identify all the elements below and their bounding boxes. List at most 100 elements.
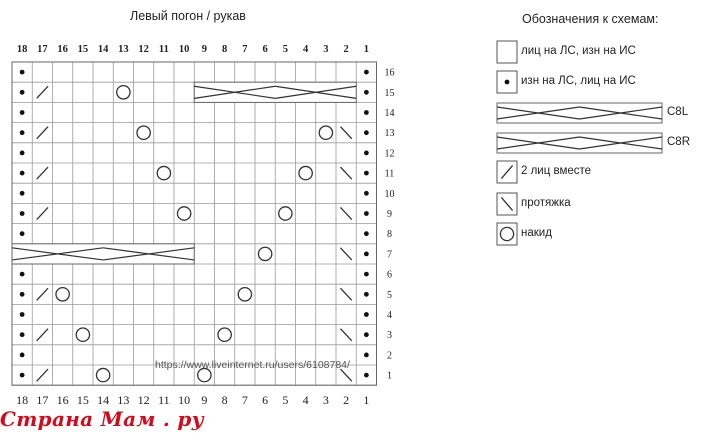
ssk-symbol — [339, 206, 353, 221]
cable-strand — [194, 85, 276, 99]
k2tog-symbol — [500, 164, 514, 180]
yarn-over-symbol — [257, 246, 273, 262]
yarn-over-symbol — [237, 286, 253, 302]
column-number-bottom: 17 — [36, 393, 48, 407]
yarn-over-symbol — [95, 367, 111, 383]
legend-symbols — [496, 40, 663, 246]
legend-label-yo: накид — [521, 227, 552, 239]
purl-dot — [19, 332, 25, 338]
ssk-symbol — [339, 287, 353, 301]
purl-dot — [363, 352, 369, 358]
cable-left-cable — [193, 81, 357, 103]
cable-strand — [11, 247, 104, 261]
cable-right-cable — [11, 243, 195, 265]
column-number-bottom: 3 — [323, 393, 329, 407]
purl-dot — [19, 271, 25, 277]
purl-dot — [19, 69, 25, 75]
yarn-over-symbol — [499, 226, 515, 242]
ssk-symbol — [339, 368, 353, 382]
column-number-bottom: 16 — [57, 393, 69, 407]
yarn-over-symbol — [176, 206, 192, 221]
column-number-top: 14 — [98, 44, 109, 55]
purl-dot — [363, 89, 369, 95]
cable-box — [193, 81, 357, 103]
yarn-over-symbol — [318, 125, 334, 141]
legend-title: Обозначения к схемам: — [522, 12, 659, 26]
purl-dot — [19, 211, 25, 216]
cable-strand — [275, 85, 357, 99]
yarn-over-symbol — [197, 367, 212, 383]
column-number-bottom: 12 — [138, 393, 150, 407]
column-number-top: 9 — [202, 44, 207, 55]
yarn-over-symbol — [278, 206, 293, 221]
chart-grid — [11, 61, 377, 386]
yarn-over-symbol — [116, 84, 131, 100]
cable-strand — [579, 136, 663, 150]
chart-symbols — [11, 69, 369, 383]
column-number-bottom: 5 — [282, 393, 288, 407]
row-number: 12 — [385, 148, 395, 159]
cable-box — [11, 243, 195, 265]
cable-box — [496, 102, 663, 124]
row-number: 11 — [385, 169, 395, 180]
cable-strand — [579, 106, 663, 120]
purl-dot — [19, 352, 25, 358]
legend-label-blank: лиц на ЛС, изн на ИС — [521, 45, 636, 57]
column-number-bottom: 13 — [117, 393, 129, 407]
row-number: 4 — [387, 310, 392, 321]
legend-label-k2tog: 2 лиц вместе — [521, 165, 592, 177]
purl-dot — [363, 110, 369, 115]
purl-dot — [19, 372, 25, 378]
purl-dot — [363, 231, 369, 237]
yarn-over-symbol — [75, 327, 91, 343]
column-number-top: 12 — [138, 44, 149, 55]
k2tog-symbol — [36, 206, 49, 221]
row-number: 1 — [387, 371, 392, 382]
cable-left-legend-symbol — [496, 102, 663, 124]
yarn-over-symbol — [298, 165, 313, 181]
row-number: 15 — [385, 88, 395, 99]
purl-dot — [19, 89, 25, 95]
column-number-bottom: 7 — [242, 393, 248, 407]
column-number-bottom: 2 — [343, 393, 349, 407]
purl-dot — [363, 372, 369, 378]
column-number-bottom: 9 — [201, 393, 207, 407]
column-number-bottom: 4 — [303, 393, 309, 407]
purl-dot — [19, 150, 25, 156]
k2tog-symbol — [36, 126, 49, 140]
ssk-symbol — [500, 196, 514, 212]
column-number-top: 8 — [222, 44, 227, 55]
yarn-over-symbol — [55, 286, 70, 302]
column-number-top: 1 — [364, 44, 369, 55]
k2tog-symbol — [36, 287, 49, 301]
column-number-top: 2 — [344, 44, 349, 55]
column-number-bottom: 1 — [363, 393, 369, 407]
purl-dot — [19, 312, 25, 317]
column-number-top: 6 — [263, 44, 268, 55]
purl-dot — [363, 211, 369, 216]
row-number: 6 — [387, 270, 392, 281]
row-number: 2 — [387, 350, 392, 361]
row-number: 10 — [385, 189, 395, 200]
column-number-top: 16 — [57, 44, 68, 55]
ssk-symbol — [339, 166, 353, 180]
column-number-top: 4 — [303, 44, 309, 55]
column-number-top: 11 — [159, 44, 169, 55]
purl-dot — [19, 110, 25, 115]
ssk-symbol — [339, 126, 353, 140]
purl-dot — [363, 190, 369, 196]
grid-border — [11, 61, 377, 386]
purl-dot — [19, 291, 25, 297]
purl-dot — [19, 130, 25, 136]
column-number-bottom: 18 — [16, 393, 28, 407]
purl-dot — [19, 170, 25, 176]
k2tog-symbol — [36, 166, 49, 180]
column-number-top: 5 — [283, 44, 288, 55]
legend-label-dot: изн на ЛС, лиц на ИС — [521, 75, 636, 87]
row-number: 13 — [385, 128, 395, 139]
column-number-bottom: 10 — [178, 393, 190, 407]
purl-dot — [363, 130, 369, 136]
yarn-over-symbol — [217, 327, 232, 343]
column-number-top: 10 — [179, 44, 190, 55]
column-number-top: 18 — [17, 44, 28, 55]
